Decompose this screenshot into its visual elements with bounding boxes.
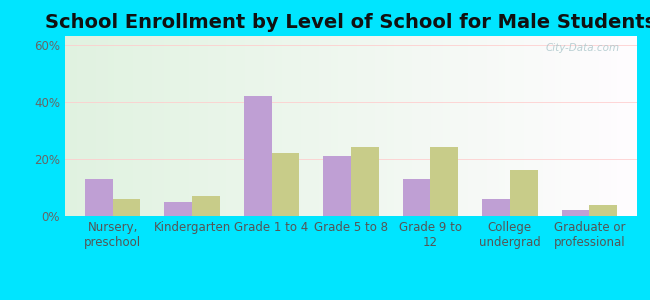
Text: City-Data.com: City-Data.com — [546, 43, 620, 53]
Bar — [351, 147, 379, 216]
Bar — [272, 153, 300, 216]
Bar — [85, 179, 112, 216]
Bar — [482, 199, 510, 216]
Legend: St. Ignatius, Montana: St. Ignatius, Montana — [246, 297, 456, 300]
Bar — [562, 210, 590, 216]
Bar — [192, 196, 220, 216]
Bar — [164, 202, 192, 216]
Bar — [244, 96, 272, 216]
Bar — [430, 147, 458, 216]
Bar — [510, 170, 538, 216]
Bar — [590, 205, 617, 216]
Bar — [323, 156, 351, 216]
Bar — [112, 199, 140, 216]
Bar — [402, 179, 430, 216]
Title: School Enrollment by Level of School for Male Students: School Enrollment by Level of School for… — [46, 13, 650, 32]
